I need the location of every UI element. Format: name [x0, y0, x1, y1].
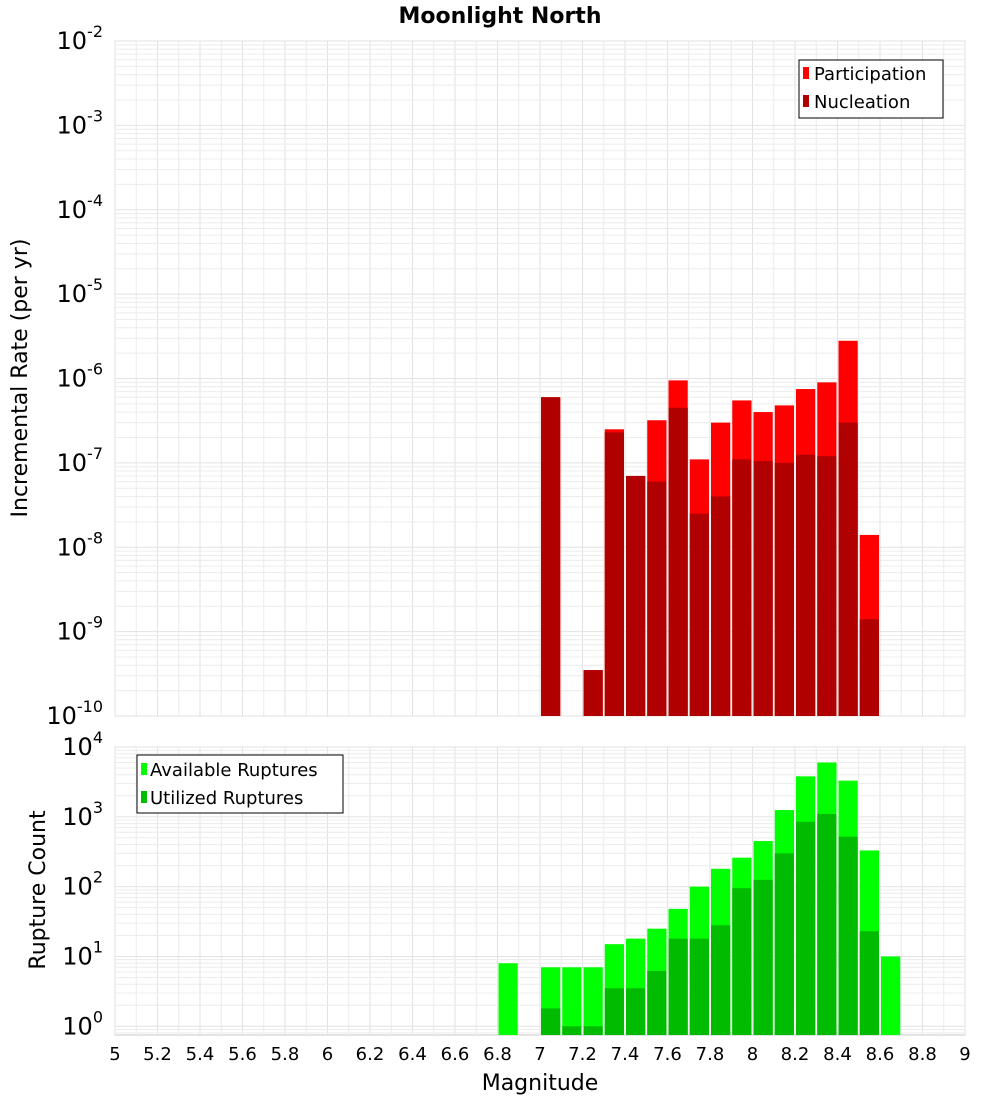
- y-tick-label: 10-8: [57, 528, 104, 561]
- top-bars: [541, 340, 879, 716]
- bottom-legend-box: [136, 754, 344, 814]
- x-tick-label: 9: [959, 1044, 970, 1065]
- top-legend: Participation Nucleation: [798, 59, 944, 119]
- legend-label-available: Available Ruptures: [150, 760, 318, 781]
- legend-swatch-nucleation: [803, 95, 809, 107]
- top-y-tick-labels: 10-2 10-3 10-4 10-5 10-6 10-7 10-8 10-9 10-10: [46, 22, 103, 730]
- x-tick-label: 7: [534, 1044, 545, 1065]
- bottom-panel: 104 103 102 101 100 Rupture Count Available …: [26, 728, 966, 1040]
- bar-available-ruptures: [562, 967, 582, 1035]
- bar-nucleation: [796, 454, 816, 716]
- bar-utilized-ruptures: [838, 836, 858, 1035]
- bar-nucleation: [541, 397, 561, 716]
- bar-utilized-ruptures: [541, 1008, 561, 1035]
- bar-nucleation: [753, 461, 773, 716]
- bar-utilized-ruptures: [689, 938, 709, 1035]
- bar-nucleation: [711, 496, 731, 716]
- bar-nucleation: [647, 481, 667, 716]
- bar-available-ruptures: [583, 967, 603, 1035]
- bar-nucleation: [626, 475, 646, 716]
- bottom-legend: Available Ruptures Utilized Ruptures: [136, 754, 344, 814]
- x-tick-label: 5.8: [271, 1044, 300, 1065]
- x-tick-label: 5.4: [186, 1044, 215, 1065]
- top-gridlines: [114, 40, 966, 717]
- y-tick-label: 102: [62, 868, 103, 901]
- bar-utilized-ruptures: [732, 888, 752, 1035]
- x-tick-label: 8.6: [866, 1044, 895, 1065]
- x-tick-label: 7.6: [653, 1044, 682, 1065]
- y-tick-label: 10-2: [57, 22, 104, 55]
- y-tick-label: 10-10: [46, 697, 103, 730]
- legend-swatch-utilized: [141, 791, 147, 803]
- bar-nucleation: [859, 619, 879, 716]
- bar-nucleation: [732, 459, 752, 716]
- x-tick-label: 8.4: [823, 1044, 852, 1065]
- bar-available-ruptures: [881, 956, 901, 1035]
- y-tick-label: 10-3: [57, 106, 104, 139]
- legend-swatch-participation: [803, 67, 809, 79]
- x-tick-labels: 5 5.2 5.4 5.6 5.8 6 6.2 6.4 6.6 6.8 7 7.2 7.4 7.6 7.8 8…: [109, 1044, 970, 1065]
- legend-label-nucleation: Nucleation: [814, 92, 910, 113]
- x-tick-label: 8.2: [781, 1044, 810, 1065]
- x-tick-label: 5: [109, 1044, 120, 1065]
- y-tick-label: 101: [62, 937, 103, 970]
- y-tick-label: 10-7: [57, 444, 104, 477]
- top-panel: 10-2 10-3 10-4 10-5 10-6 10-7 10-8 10-9 10-10 In…: [8, 22, 966, 730]
- bottom-y-tick-labels: 104 103 102 101 100: [62, 728, 103, 1040]
- bar-utilized-ruptures: [604, 988, 624, 1035]
- legend-swatch-available: [141, 763, 147, 775]
- bar-utilized-ruptures: [796, 821, 816, 1035]
- bar-utilized-ruptures: [774, 853, 794, 1035]
- bar-available-ruptures: [498, 963, 518, 1035]
- legend-label-utilized: Utilized Ruptures: [150, 788, 303, 809]
- bottom-bars: [498, 762, 901, 1035]
- x-tick-label: 8: [747, 1044, 758, 1065]
- x-tick-label: 6.8: [483, 1044, 512, 1065]
- bar-utilized-ruptures: [647, 970, 667, 1035]
- bar-utilized-ruptures: [668, 938, 688, 1035]
- x-tick-label: 7.2: [568, 1044, 597, 1065]
- x-tick-label: 5.6: [228, 1044, 257, 1065]
- bar-nucleation: [583, 670, 603, 716]
- bar-nucleation: [838, 422, 858, 716]
- bar-nucleation: [774, 462, 794, 716]
- top-legend-box: [798, 59, 944, 119]
- bar-utilized-ruptures: [753, 879, 773, 1035]
- x-axis-title: Magnitude: [482, 1071, 599, 1096]
- legend-label-participation: Participation: [814, 64, 926, 85]
- bar-nucleation: [668, 407, 688, 716]
- bar-utilized-ruptures: [562, 1026, 582, 1035]
- x-tick-label: 5.2: [143, 1044, 172, 1065]
- y-tick-label: 10-5: [57, 275, 104, 308]
- bar-utilized-ruptures: [859, 931, 879, 1035]
- chart-title: Moonlight North: [398, 4, 601, 29]
- bar-utilized-ruptures: [711, 925, 731, 1035]
- y-tick-label: 10-6: [57, 360, 104, 393]
- x-tick-label: 7.8: [696, 1044, 725, 1065]
- bar-utilized-ruptures: [626, 988, 646, 1035]
- y-tick-label: 10-9: [57, 613, 104, 646]
- y-tick-label: 103: [62, 798, 103, 831]
- x-tick-label: 6.2: [356, 1044, 385, 1065]
- top-y-axis-title: Incremental Rate (per yr): [8, 239, 33, 518]
- x-tick-label: 6.6: [441, 1044, 470, 1065]
- bottom-y-axis-title: Rupture Count: [26, 810, 51, 970]
- x-tick-label: 6: [322, 1044, 333, 1065]
- y-tick-label: 100: [62, 1007, 103, 1040]
- bar-nucleation: [689, 513, 709, 716]
- x-tick-label: 8.8: [908, 1044, 937, 1065]
- x-tick-label: 6.4: [398, 1044, 427, 1065]
- bar-utilized-ruptures: [817, 813, 837, 1035]
- bar-nucleation: [817, 456, 837, 716]
- y-tick-label: 10-4: [57, 191, 104, 224]
- bar-utilized-ruptures: [583, 1026, 603, 1035]
- x-tick-label: 7.4: [611, 1044, 640, 1065]
- y-tick-label: 104: [62, 728, 103, 761]
- bar-nucleation: [604, 432, 624, 716]
